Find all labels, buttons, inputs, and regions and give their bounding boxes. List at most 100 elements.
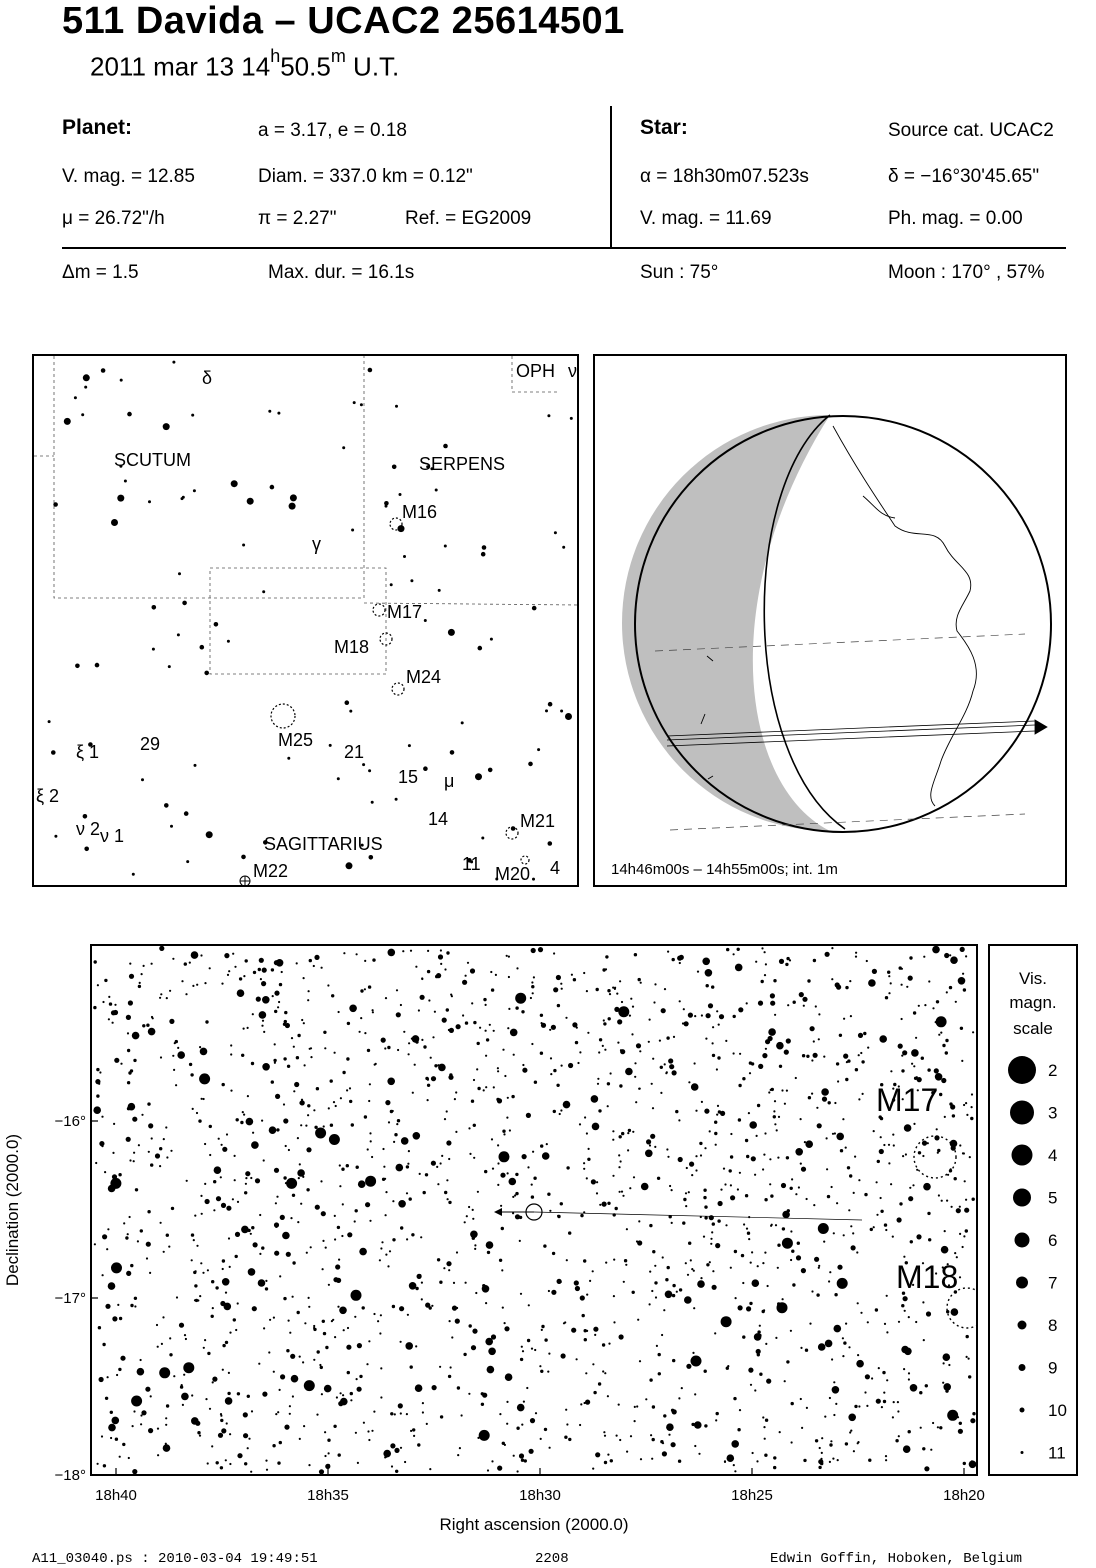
field-star bbox=[634, 1075, 637, 1078]
field-star bbox=[360, 989, 364, 993]
field-star bbox=[160, 1342, 163, 1345]
field-star bbox=[605, 1261, 608, 1264]
finder-star bbox=[164, 803, 169, 808]
field-star bbox=[192, 984, 195, 987]
field-star bbox=[399, 1446, 403, 1449]
field-star bbox=[962, 972, 965, 975]
field-star bbox=[666, 1423, 674, 1431]
field-star bbox=[333, 1424, 337, 1428]
field-star bbox=[346, 1089, 349, 1092]
field-star bbox=[419, 994, 425, 1000]
field-star bbox=[320, 1180, 323, 1183]
field-star bbox=[565, 1408, 568, 1411]
field-star bbox=[919, 1426, 922, 1429]
field-star bbox=[708, 1261, 711, 1264]
field-star bbox=[339, 1097, 342, 1100]
field-star bbox=[128, 973, 135, 979]
field-star bbox=[858, 1179, 861, 1182]
field-star bbox=[346, 1057, 350, 1061]
field-star bbox=[560, 982, 563, 985]
field-star bbox=[274, 990, 280, 996]
earth-globe-panel: 14h46m00s – 14h55m00s; int. 1m bbox=[593, 354, 1067, 887]
field-star bbox=[403, 1140, 406, 1143]
field-star bbox=[330, 1320, 333, 1323]
xtick-1840: 18h40 bbox=[95, 1487, 137, 1504]
field-star bbox=[108, 995, 111, 998]
field-star bbox=[453, 1098, 456, 1101]
field-star bbox=[522, 1400, 525, 1403]
finder-star bbox=[205, 831, 213, 839]
field-star bbox=[227, 1371, 230, 1374]
legend-label-mag-5: 5 bbox=[1048, 1189, 1057, 1208]
field-star bbox=[756, 1353, 760, 1357]
field-star bbox=[843, 1053, 849, 1059]
field-star bbox=[757, 1330, 761, 1334]
field-star bbox=[258, 1011, 267, 1019]
field-star bbox=[671, 1070, 677, 1076]
field-star bbox=[669, 1064, 675, 1070]
field-star bbox=[120, 1062, 123, 1065]
field-star bbox=[902, 1445, 911, 1453]
field-star bbox=[737, 1305, 743, 1311]
field-star bbox=[128, 1071, 132, 1075]
field-star bbox=[455, 1251, 459, 1254]
field-star bbox=[935, 1016, 947, 1028]
field-star bbox=[820, 1461, 824, 1466]
finder-star bbox=[84, 385, 88, 389]
field-star bbox=[159, 1056, 163, 1059]
planet-reference: Ref. = EG2009 bbox=[405, 208, 532, 229]
finder-star bbox=[336, 777, 340, 781]
field-star bbox=[678, 954, 684, 960]
field-star bbox=[763, 1437, 766, 1440]
field-star bbox=[145, 1241, 151, 1247]
field-star bbox=[95, 1161, 98, 1165]
field-star bbox=[395, 1469, 399, 1473]
field-star bbox=[395, 1012, 401, 1018]
field-star bbox=[736, 947, 740, 951]
field-star bbox=[691, 1268, 694, 1271]
field-star bbox=[107, 1282, 116, 1290]
field-star bbox=[749, 1121, 757, 1129]
field-star bbox=[799, 1162, 802, 1165]
finder-star bbox=[151, 605, 157, 610]
field-star bbox=[935, 1272, 938, 1275]
field-star bbox=[828, 1396, 832, 1400]
field-star bbox=[297, 1221, 300, 1224]
field-star bbox=[545, 1143, 548, 1146]
field-star bbox=[274, 1250, 280, 1256]
field-star bbox=[111, 1416, 120, 1425]
field-star bbox=[941, 1266, 944, 1269]
field-star bbox=[783, 1102, 787, 1105]
field-star bbox=[359, 1374, 363, 1379]
field-star bbox=[802, 996, 808, 1002]
field-star bbox=[875, 1181, 878, 1184]
field-star bbox=[173, 1068, 176, 1071]
field-star bbox=[193, 1299, 197, 1302]
field-star bbox=[529, 996, 532, 1000]
field-star bbox=[560, 1109, 563, 1112]
field-star bbox=[970, 1116, 974, 1121]
field-star bbox=[902, 1296, 908, 1302]
field-star bbox=[660, 1440, 664, 1444]
field-star bbox=[228, 970, 231, 973]
field-star bbox=[448, 1269, 451, 1272]
globe-caption: 14h46m00s – 14h55m00s; int. 1m bbox=[611, 861, 838, 878]
field-star bbox=[380, 1247, 383, 1250]
field-star bbox=[159, 996, 162, 999]
field-star bbox=[754, 1389, 757, 1392]
finder-star bbox=[111, 519, 118, 526]
field-star bbox=[320, 966, 323, 969]
field-star bbox=[911, 1062, 914, 1065]
field-star bbox=[848, 1413, 856, 1422]
field-star bbox=[715, 1419, 718, 1422]
field-star bbox=[123, 1222, 126, 1225]
field-star bbox=[443, 1118, 447, 1121]
field-star bbox=[165, 997, 168, 1000]
field-star bbox=[843, 1341, 847, 1345]
field-star bbox=[430, 1076, 437, 1082]
field-star bbox=[649, 1378, 653, 1382]
field-star bbox=[754, 1173, 757, 1176]
finder-star bbox=[100, 368, 106, 373]
field-star bbox=[148, 1123, 154, 1129]
field-star bbox=[205, 1398, 208, 1401]
